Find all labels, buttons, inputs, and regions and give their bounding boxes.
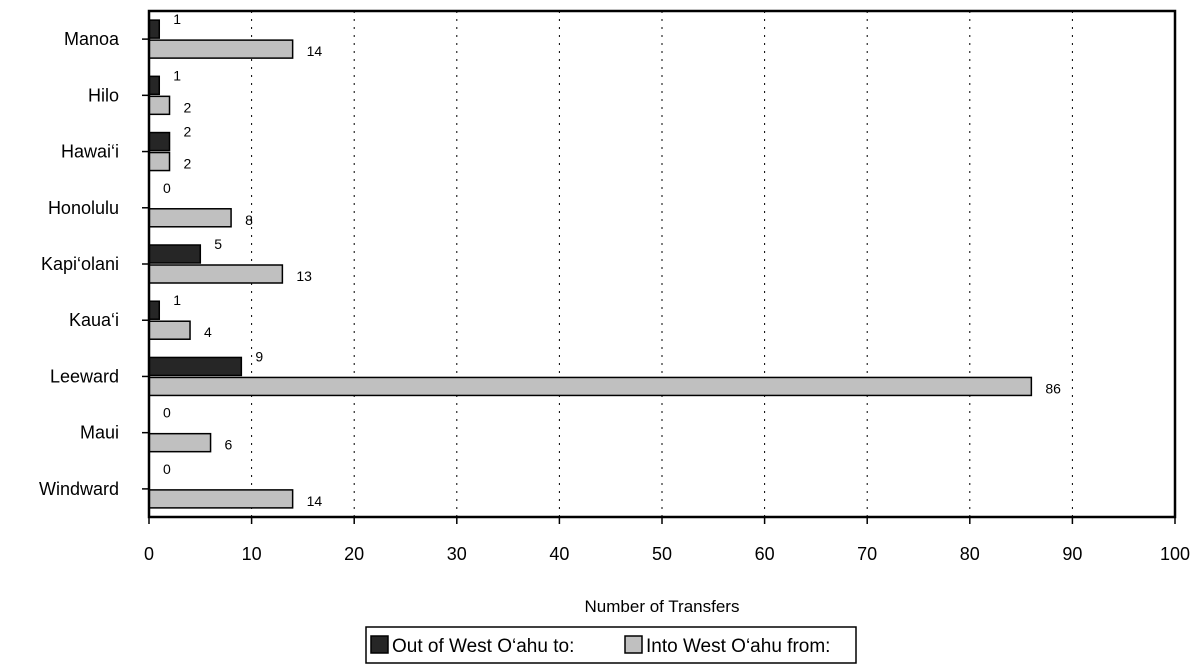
data-label-out: 0 [163, 180, 171, 196]
x-tick-label: 80 [960, 544, 980, 564]
legend-label: Into West O‘ahu from: [646, 636, 830, 657]
bar-into [148, 95, 171, 116]
x-tick-label: 50 [652, 544, 672, 564]
gridlines [251, 11, 1073, 517]
bar-out [148, 356, 243, 377]
bars [148, 19, 1033, 509]
x-axis-title: Number of Transfers [585, 597, 740, 616]
x-tick-label: 10 [242, 544, 262, 564]
bar-into [148, 432, 212, 453]
legend-swatch [370, 635, 389, 654]
data-label-out: 0 [163, 405, 171, 421]
bar-out [148, 244, 202, 264]
legend-box [365, 626, 857, 664]
data-label-into: 86 [1045, 380, 1061, 396]
data-label-out: 0 [163, 461, 171, 477]
x-tick-label: 20 [344, 544, 364, 564]
legend: Out of West O‘ahu to: Into West O‘ahu fro… [365, 626, 857, 664]
data-label-out: 1 [173, 11, 181, 27]
category-label: Kaua‘i [69, 310, 119, 330]
plot-area-frame [147, 9, 1177, 519]
bar-into [148, 39, 294, 59]
data-label-into: 2 [184, 156, 192, 172]
bar-out [148, 19, 161, 39]
x-tick-label: 30 [447, 544, 467, 564]
bar-into [148, 208, 232, 228]
data-label-into: 14 [307, 43, 323, 59]
data-label-into: 4 [204, 324, 212, 340]
category-label: Manoa [64, 29, 120, 49]
bar-into [148, 320, 191, 340]
axes: 0 10 20 30 40 50 60 70 80 90 100ManoaHiloHawai‘iHo… [39, 29, 1190, 564]
data-label-out: 5 [214, 236, 222, 252]
bar-into [148, 376, 1033, 397]
bar-out [148, 131, 171, 152]
category-label: Leeward [50, 366, 119, 386]
data-label-out: 1 [173, 67, 181, 83]
data-label-out: 2 [184, 124, 192, 140]
data-label-into: 8 [245, 212, 253, 228]
x-tick-label: 100 [1160, 544, 1190, 564]
bar-into [148, 489, 294, 509]
category-label: Honolulu [48, 198, 119, 218]
legend-swatch [624, 635, 643, 654]
data-label-into: 13 [296, 268, 312, 284]
bar-out [148, 300, 161, 320]
data-label-into: 2 [184, 99, 192, 115]
x-tick-label: 60 [755, 544, 775, 564]
category-label: Maui [80, 423, 119, 443]
category-label: Hilo [88, 85, 119, 105]
x-tick-label: 70 [857, 544, 877, 564]
category-label: Kapi‘olani [41, 254, 119, 274]
x-tick-label: 90 [1062, 544, 1082, 564]
bar-into [148, 264, 284, 284]
data-label-out: 1 [173, 292, 181, 308]
legend-label: Out of West O‘ahu to: [392, 636, 574, 657]
category-label: Hawai‘i [61, 142, 119, 162]
data-label-into: 6 [225, 437, 233, 453]
data-label-out: 9 [255, 348, 263, 364]
category-label: Windward [39, 479, 119, 499]
x-tick-label: 0 [144, 544, 154, 564]
bar-into [148, 151, 171, 172]
x-tick-label: 40 [549, 544, 569, 564]
data-label-into: 14 [307, 493, 323, 509]
bar-out [148, 75, 161, 96]
